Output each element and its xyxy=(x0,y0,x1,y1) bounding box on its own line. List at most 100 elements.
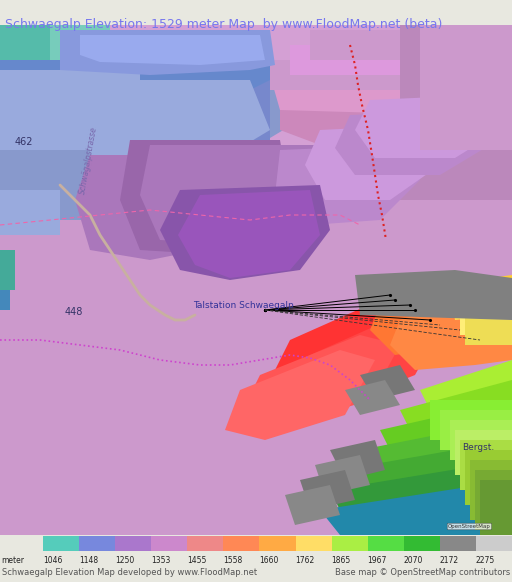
Bar xyxy=(375,285,512,315)
Polygon shape xyxy=(0,80,270,170)
Text: 1967: 1967 xyxy=(368,556,387,565)
Polygon shape xyxy=(0,70,300,160)
Text: 1148: 1148 xyxy=(79,556,98,565)
Polygon shape xyxy=(0,60,270,95)
Polygon shape xyxy=(340,440,512,510)
Bar xyxy=(60,65,270,155)
Polygon shape xyxy=(355,270,512,320)
Polygon shape xyxy=(0,60,290,115)
Polygon shape xyxy=(370,280,512,355)
Polygon shape xyxy=(0,25,50,65)
Bar xyxy=(476,536,512,551)
Polygon shape xyxy=(360,420,512,490)
Bar xyxy=(0,70,140,185)
Polygon shape xyxy=(0,290,10,310)
Text: 1353: 1353 xyxy=(151,556,170,565)
Polygon shape xyxy=(420,360,512,430)
Polygon shape xyxy=(160,185,330,280)
Bar xyxy=(368,536,404,551)
Polygon shape xyxy=(225,350,375,440)
Bar xyxy=(260,536,295,551)
Bar xyxy=(223,536,260,551)
Text: 462: 462 xyxy=(15,137,33,147)
Polygon shape xyxy=(270,75,512,115)
Bar xyxy=(290,45,512,75)
Bar xyxy=(480,480,512,535)
Polygon shape xyxy=(140,145,340,245)
Text: 2275: 2275 xyxy=(476,556,495,565)
Polygon shape xyxy=(450,285,512,320)
Polygon shape xyxy=(330,440,385,480)
Polygon shape xyxy=(75,155,210,260)
Bar xyxy=(295,536,332,551)
Text: 448: 448 xyxy=(65,307,83,317)
Text: 1558: 1558 xyxy=(223,556,243,565)
Text: Schwaegalp Elevation Map developed by www.FloodMap.net: Schwaegalp Elevation Map developed by ww… xyxy=(2,568,257,577)
Bar xyxy=(151,536,187,551)
Bar xyxy=(270,60,512,90)
Polygon shape xyxy=(355,95,500,158)
Bar xyxy=(0,25,512,535)
Bar xyxy=(400,25,512,200)
Polygon shape xyxy=(315,455,370,495)
Bar xyxy=(465,450,512,505)
Polygon shape xyxy=(120,140,290,255)
Text: OpenStreetMap: OpenStreetMap xyxy=(448,524,491,529)
Polygon shape xyxy=(380,400,512,470)
Polygon shape xyxy=(360,365,415,400)
Bar xyxy=(430,400,512,440)
Bar xyxy=(404,536,440,551)
Bar xyxy=(187,536,223,551)
Polygon shape xyxy=(360,280,512,330)
Bar xyxy=(0,160,512,535)
Text: Schwägalpstrasse: Schwägalpstrasse xyxy=(78,126,99,195)
Polygon shape xyxy=(285,315,440,405)
Polygon shape xyxy=(380,290,512,345)
Polygon shape xyxy=(80,35,265,65)
Bar xyxy=(440,410,512,450)
Polygon shape xyxy=(275,145,420,225)
Text: 1046: 1046 xyxy=(43,556,62,565)
Polygon shape xyxy=(270,300,420,390)
Text: Schwaegalp Elevation: 1529 meter Map  by www.FloodMap.net (beta): Schwaegalp Elevation: 1529 meter Map by … xyxy=(5,18,442,31)
Bar xyxy=(310,30,512,60)
Polygon shape xyxy=(305,125,440,200)
Bar xyxy=(460,440,512,490)
Text: Base map © OpenStreetMap contributors: Base map © OpenStreetMap contributors xyxy=(335,568,510,577)
Text: 1250: 1250 xyxy=(115,556,135,565)
Text: Talstation Schwaegalp: Talstation Schwaegalp xyxy=(193,301,294,310)
Bar xyxy=(115,536,151,551)
Text: 1455: 1455 xyxy=(187,556,207,565)
Bar xyxy=(43,536,79,551)
Text: meter: meter xyxy=(1,556,24,565)
Polygon shape xyxy=(240,335,400,425)
Polygon shape xyxy=(330,460,512,530)
Bar xyxy=(465,295,512,345)
Polygon shape xyxy=(0,25,110,80)
Polygon shape xyxy=(285,485,340,525)
Text: 1865: 1865 xyxy=(332,556,351,565)
Bar xyxy=(0,65,170,175)
Bar xyxy=(0,150,90,220)
Bar xyxy=(420,25,512,150)
Bar xyxy=(475,470,512,530)
Text: 1660: 1660 xyxy=(260,556,279,565)
Polygon shape xyxy=(390,295,512,370)
Polygon shape xyxy=(300,470,355,510)
Bar xyxy=(455,430,512,475)
Polygon shape xyxy=(320,480,512,535)
Polygon shape xyxy=(400,380,512,450)
Bar xyxy=(450,420,512,460)
Bar xyxy=(460,285,512,335)
Bar xyxy=(365,280,512,310)
Bar xyxy=(440,536,476,551)
Text: Bergst.: Bergst. xyxy=(462,443,494,452)
Bar xyxy=(0,190,60,235)
Polygon shape xyxy=(280,90,512,160)
Polygon shape xyxy=(178,190,320,278)
Polygon shape xyxy=(60,30,275,75)
Bar xyxy=(470,460,512,520)
Bar xyxy=(79,536,115,551)
Polygon shape xyxy=(335,110,490,175)
Bar xyxy=(332,536,368,551)
